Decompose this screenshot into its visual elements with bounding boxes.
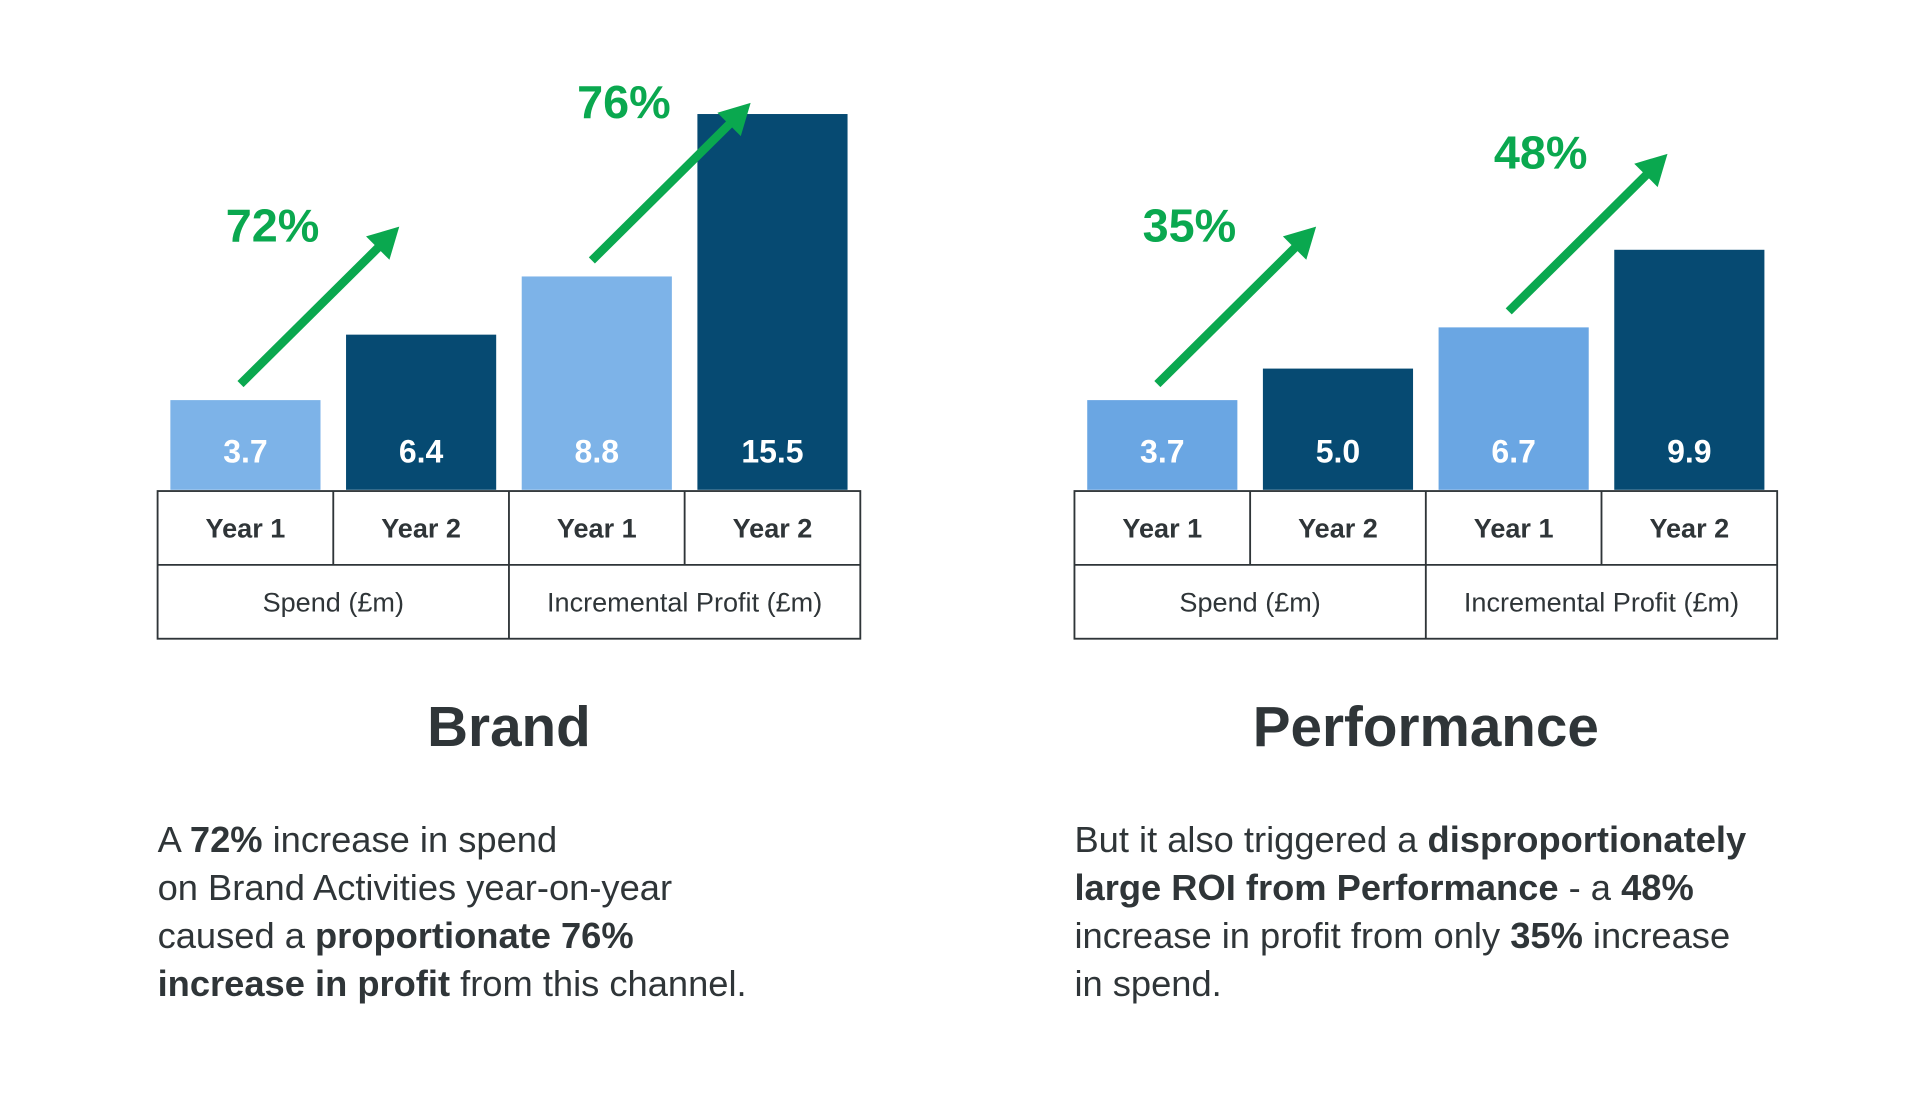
- description-text: 72%: [190, 818, 263, 859]
- arrow-head: [717, 102, 751, 137]
- category-label: Year 1: [1122, 513, 1202, 544]
- chart-title: Performance: [1253, 695, 1599, 758]
- category-label: Year 1: [557, 513, 637, 544]
- description-text: 35%: [1510, 914, 1583, 955]
- description-text: increase in spend: [263, 818, 558, 859]
- arrow-head: [366, 226, 400, 260]
- description-text: 48%: [1621, 866, 1694, 907]
- category-label: Year 2: [381, 513, 461, 544]
- value-label: 6.4: [399, 434, 444, 470]
- description-text: from this channel.: [450, 962, 747, 1003]
- description-line: But it also triggered a disproportionate…: [1074, 818, 1746, 859]
- arrow-shaft: [1505, 165, 1656, 315]
- arrow-shaft: [1154, 238, 1305, 388]
- arrow-head: [1634, 153, 1668, 188]
- description-text: on Brand Activities year-on-year: [158, 866, 672, 907]
- chart-title: Brand: [427, 695, 591, 758]
- annotation: 35%: [1143, 199, 1237, 251]
- annotation: 72%: [226, 199, 320, 251]
- bar: [697, 114, 848, 490]
- group-label: Spend (£m): [1179, 586, 1320, 617]
- description-text: increase: [1583, 914, 1730, 955]
- description-text: increase in profit from only: [1074, 914, 1510, 955]
- category-label: Year 2: [1649, 513, 1729, 544]
- description-text: caused a: [158, 914, 315, 955]
- description-line: large ROI from Performance - a 48%: [1074, 866, 1693, 907]
- value-label: 5.0: [1316, 434, 1360, 470]
- description-text: - a: [1559, 866, 1622, 907]
- value-label: 8.8: [575, 434, 619, 470]
- description-line: A 72% increase in spend: [158, 818, 558, 859]
- bar: [1087, 400, 1238, 490]
- bar: [170, 400, 321, 490]
- arrow-head: [1282, 226, 1317, 260]
- description-text: But it also triggered a: [1074, 818, 1427, 859]
- category-label: Year 1: [206, 513, 286, 544]
- annotation: 48%: [1494, 127, 1588, 179]
- description-text: in spend.: [1074, 962, 1221, 1003]
- category-label: Year 2: [733, 513, 813, 544]
- description-text: A: [158, 818, 190, 859]
- description-text: increase in profit: [158, 962, 450, 1003]
- bar: [1614, 249, 1765, 490]
- arrow-shaft: [588, 114, 739, 264]
- description-line: caused a proportionate 76%: [158, 914, 634, 955]
- group-label: Incremental Profit (£m): [547, 586, 822, 617]
- description-line: increase in profit from this channel.: [158, 962, 747, 1003]
- description-line: increase in profit from only 35% increas…: [1074, 914, 1730, 955]
- description-line: on Brand Activities year-on-year: [158, 866, 672, 907]
- annotation: 76%: [577, 76, 671, 128]
- value-label: 6.7: [1491, 434, 1535, 470]
- bar: [346, 334, 497, 490]
- category-label: Year 1: [1474, 513, 1554, 544]
- description-text: disproportionately: [1428, 818, 1747, 859]
- bar: [1438, 327, 1589, 490]
- value-label: 15.5: [741, 434, 803, 470]
- description-text: large ROI from Performance: [1074, 866, 1558, 907]
- value-label: 3.7: [1140, 434, 1184, 470]
- value-label: 3.7: [223, 434, 267, 470]
- arrow-shaft: [237, 238, 388, 388]
- group-label: Spend (£m): [263, 586, 404, 617]
- description-text: proportionate 76%: [315, 914, 634, 955]
- category-label: Year 2: [1298, 513, 1378, 544]
- group-label: Incremental Profit (£m): [1464, 586, 1739, 617]
- value-label: 9.9: [1667, 434, 1711, 470]
- bar: [521, 276, 672, 490]
- description-line: in spend.: [1074, 962, 1221, 1003]
- bar: [1262, 368, 1414, 490]
